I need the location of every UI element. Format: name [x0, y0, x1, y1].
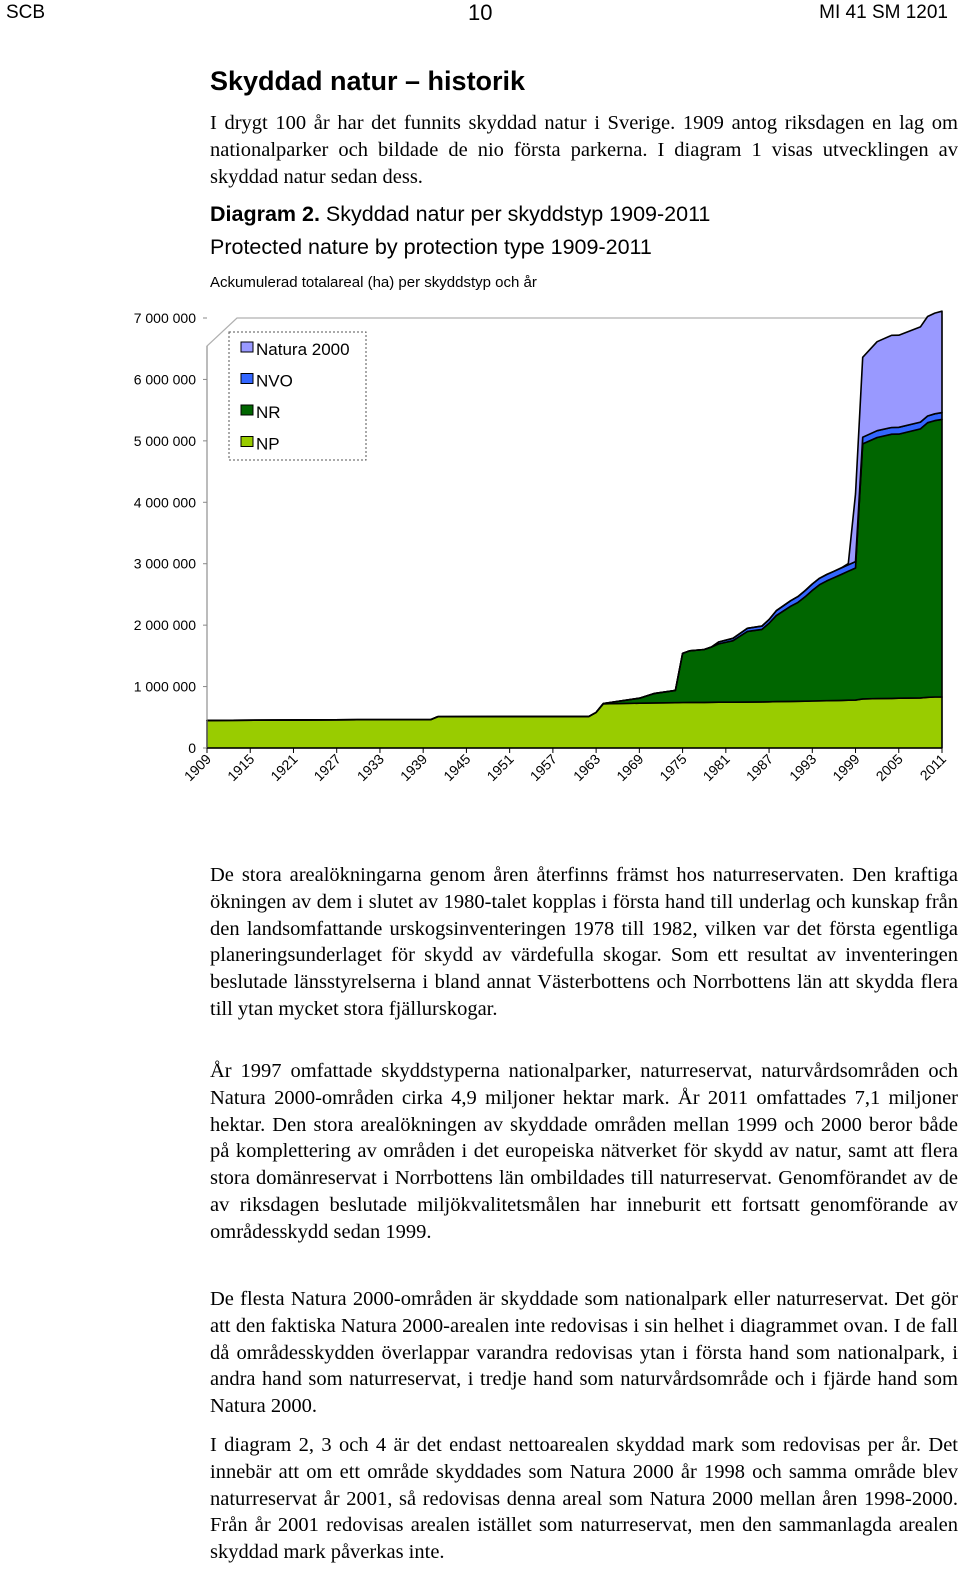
- x-tick-label: 1939: [397, 751, 430, 784]
- body-paragraph-2: År 1997 omfattade skyddstyperna national…: [210, 1060, 958, 1243]
- header-left: SCB: [6, 2, 46, 23]
- x-tick-label: 1963: [570, 751, 603, 784]
- x-tick-label: 1981: [700, 751, 733, 784]
- y-tick-label: 0: [188, 740, 196, 756]
- y-tick-label: 3 000 000: [134, 556, 196, 572]
- legend-swatch: [240, 436, 254, 447]
- x-tick-label: 2011: [917, 751, 950, 784]
- diagram-subtitle: Protected nature by protection type 1909…: [210, 235, 652, 259]
- y-tick-label: 4 000 000: [134, 494, 196, 510]
- y-axis: 0 1 000 000 2 000 000 3 000 000 4 000 000 5 0…: [134, 310, 208, 756]
- area-series-natura-2000: [206, 310, 943, 722]
- x-tick-label: 1951: [483, 751, 516, 784]
- x-tick-label: 2005: [873, 751, 906, 784]
- x-axis: 1909 1915 1921 1927 1933 1939 1945 1951 1957 1963…: [181, 747, 950, 784]
- x-tick-label: 1993: [786, 751, 819, 784]
- diagram-title-text: Skyddad natur per skyddstyp 1909-2011: [325, 202, 711, 226]
- x-tick-label: 1927: [310, 751, 343, 784]
- legend-swatch: [240, 404, 254, 416]
- y-tick-label: 5 000 000: [134, 433, 196, 449]
- header-right: MI 41 SM 1201: [819, 2, 948, 23]
- diagram-title: Diagram 2. Skyddad natur per skyddstyp 1…: [210, 202, 710, 227]
- x-tick-label: 1969: [613, 751, 646, 784]
- section-title: Skyddad natur – historik: [210, 66, 526, 96]
- chart-legend: Natura 2000 NVO NR NP: [228, 331, 367, 461]
- x-tick-label: 1921: [267, 751, 300, 784]
- body-paragraph-3: De flesta Natura 2000-områden är skyddad…: [210, 1288, 958, 1418]
- legend-swatch: [240, 373, 254, 384]
- legend-swatch: [240, 341, 254, 353]
- legend-label: NVO: [256, 372, 293, 391]
- chart-areas: [206, 310, 943, 749]
- diagram-number: Diagram 2.: [210, 202, 320, 226]
- x-tick-label: 1945: [440, 751, 473, 784]
- legend-label: Natura 2000: [256, 340, 350, 359]
- intro-paragraph: I drygt 100 år har det funnits skyddad n…: [210, 112, 958, 188]
- x-tick-label: 1915: [224, 751, 257, 784]
- area-series-np: [206, 696, 943, 749]
- x-tick-label: 1975: [656, 751, 689, 784]
- y-tick-label: 6 000 000: [134, 371, 196, 387]
- body-paragraph-1: De stora arealökningarna genom åren åter…: [210, 864, 958, 1020]
- x-tick-label: 1957: [527, 751, 560, 784]
- protected-nature-area-chart: 0 1 000 000 2 000 000 3 000 000 4 000 000 5 0…: [134, 310, 950, 784]
- x-tick-label: 1999: [829, 751, 862, 784]
- y-tick-label: 7 000 000: [134, 310, 196, 326]
- y-tick-label: 2 000 000: [134, 617, 196, 633]
- x-tick-label: 1933: [354, 751, 387, 784]
- body-paragraph-4: I diagram 2, 3 och 4 är det endast netto…: [210, 1434, 958, 1564]
- legend-label: NR: [256, 403, 281, 422]
- legend-label: NP: [256, 435, 280, 454]
- y-tick-label: 1 000 000: [134, 679, 196, 695]
- page-number: 10: [468, 0, 493, 25]
- area-series-nr: [206, 418, 943, 722]
- diagram-unit-label: Ackumulerad totalareal (ha) per skyddsty…: [210, 274, 537, 291]
- x-tick-label: 1987: [743, 751, 776, 784]
- x-tick-label: 1909: [181, 751, 214, 784]
